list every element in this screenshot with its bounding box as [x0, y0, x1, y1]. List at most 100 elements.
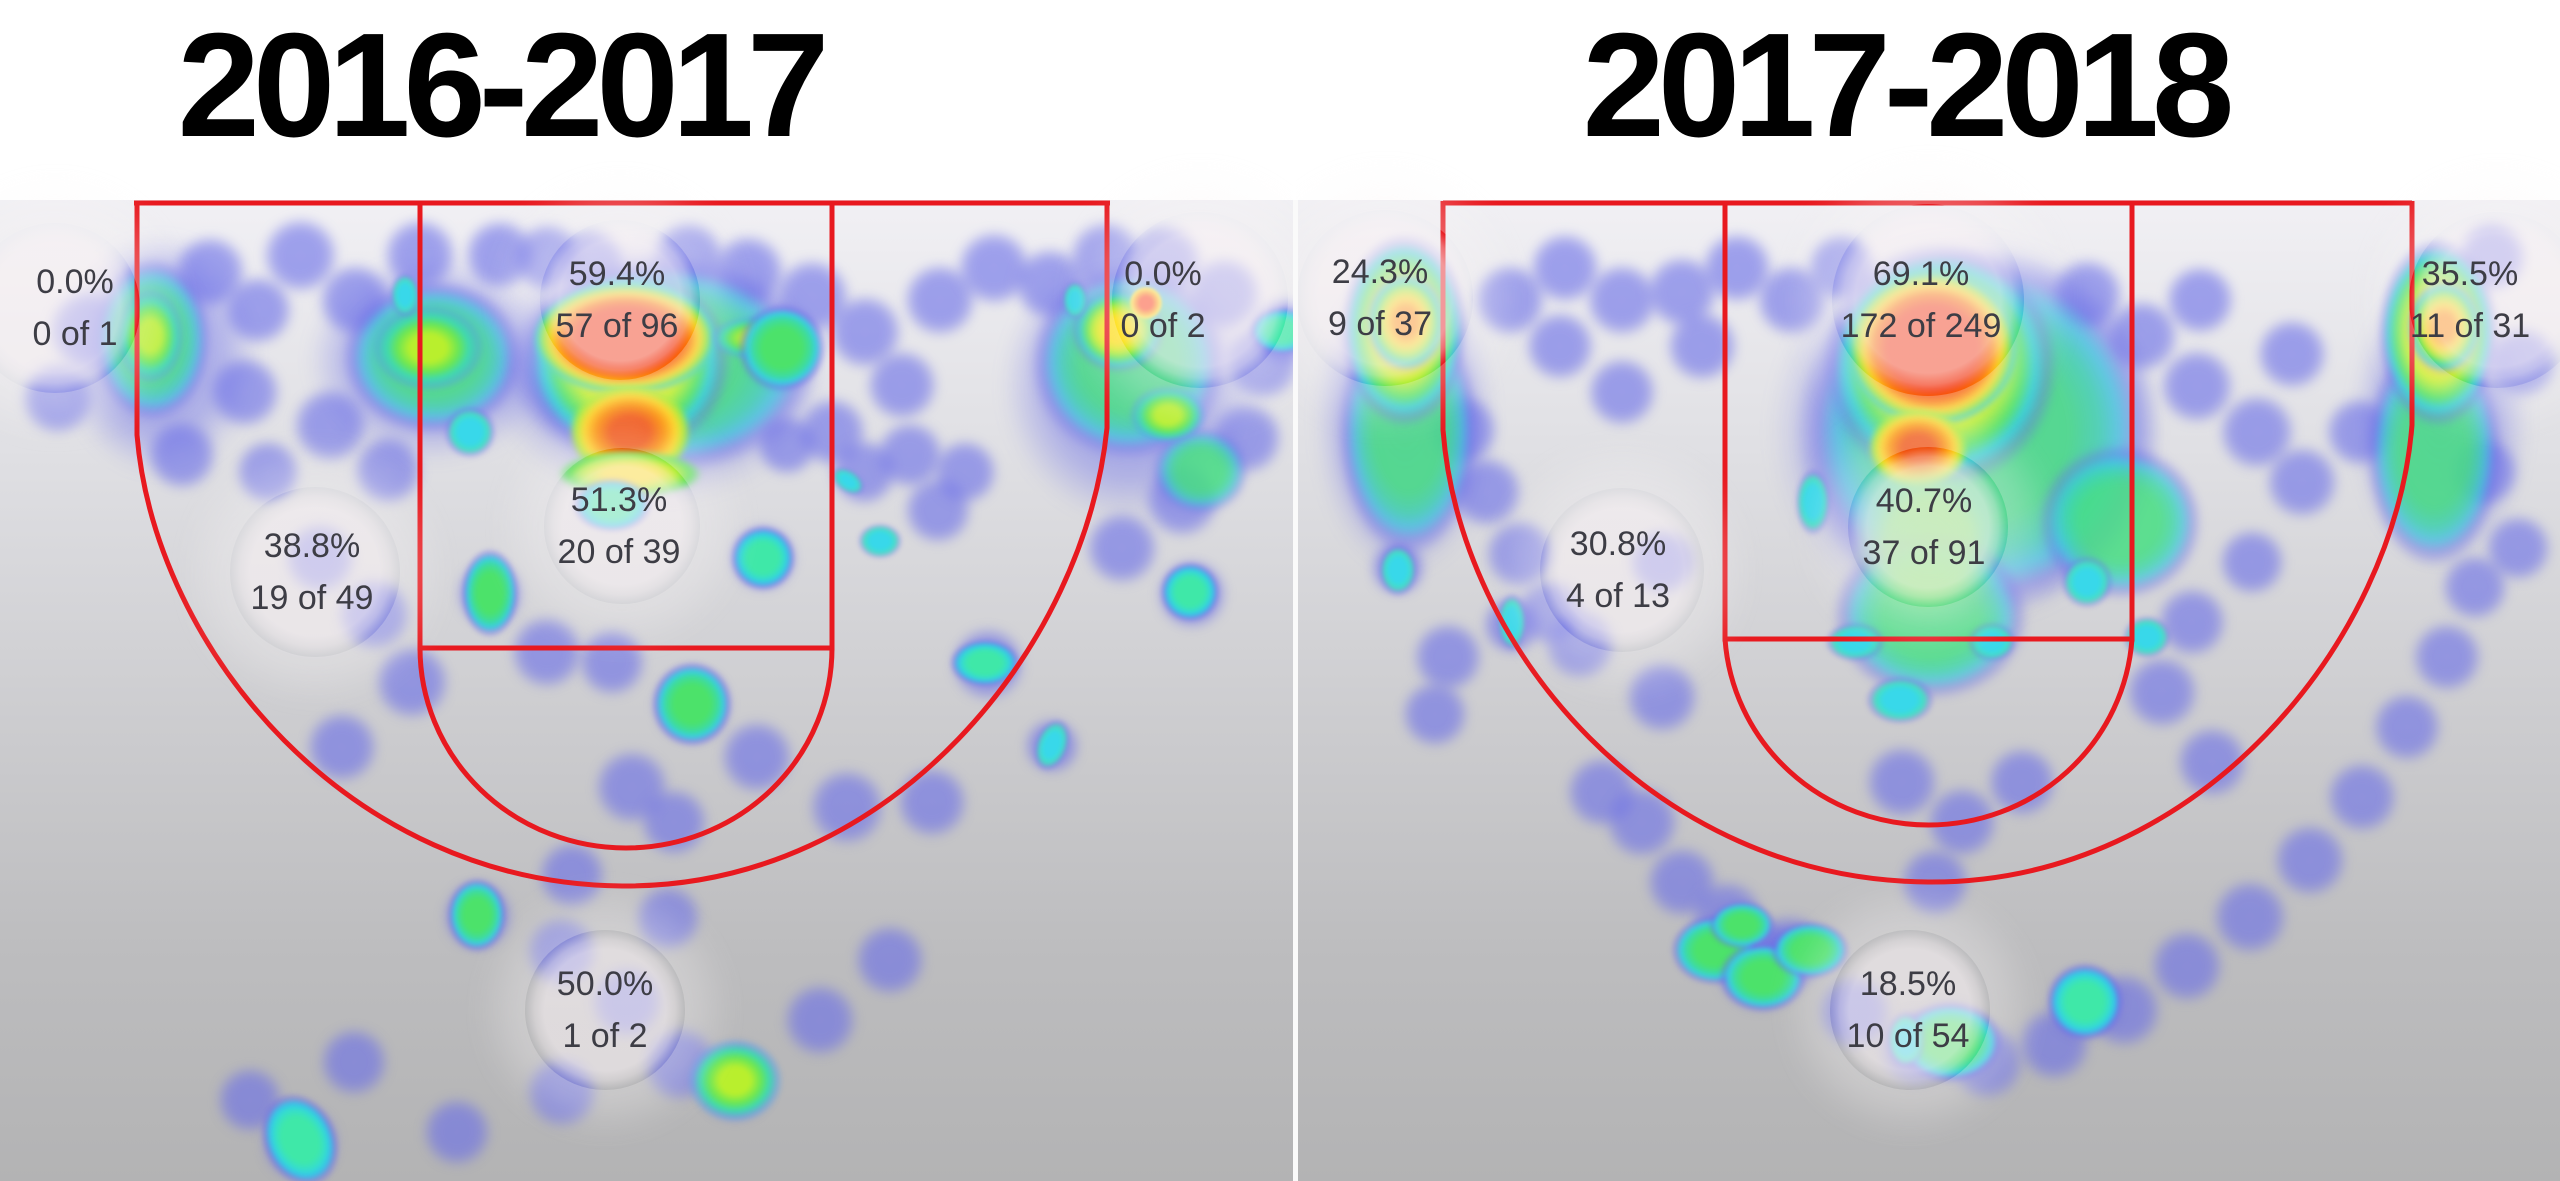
zone-stat-text: 69.1% 172 of 249: [1841, 248, 2002, 352]
stat-bubble: [525, 930, 685, 1090]
zone-pct: 40.7%: [1875, 482, 1973, 520]
season-title-right: 2017-2018: [1582, 3, 2235, 168]
zone-pct: 18.5%: [1859, 965, 1957, 1003]
zone-stat-text: 18.5% 10 of 54: [1847, 958, 1970, 1062]
heat-blob-cy: [1377, 542, 1419, 598]
heat-blob-b: [414, 1089, 500, 1175]
heat-blob-t: [726, 521, 800, 595]
zone-pct: 30.8%: [1569, 525, 1667, 563]
heat-blob-g: [458, 544, 522, 642]
stat-bubble: [1297, 210, 1473, 386]
heat-blob-b: [845, 915, 935, 1005]
stat-bubble: [1112, 212, 1288, 388]
court-area-right: 24.3% 9 of 37 69.1% 172 of 249 35.5% 11 of 31…: [1296, 200, 2560, 1181]
heat-blob-b: [2210, 520, 2294, 604]
stat-zone-layer: 0.0% 0 of 1 59.4% 57 of 96 0.0% 0 of 2 38.8% 19…: [0, 200, 1293, 1181]
stat-bubble: [1830, 930, 1990, 1090]
heat-blob-g: [647, 657, 737, 751]
zone-count: 10 of 54: [1846, 1017, 1970, 1055]
zone-count: 9 of 37: [1328, 305, 1432, 343]
heat-blob-b: [1578, 348, 1666, 436]
zone-pct: 69.1%: [1872, 255, 1970, 293]
court-lines: [1440, 200, 2415, 885]
heat-blob-cy: [1061, 279, 1089, 321]
heat-blob-gy: [681, 1032, 789, 1128]
heat-blob-b: [297, 702, 387, 792]
stat-bubble: [1832, 204, 2024, 396]
stat-zone-layer: 24.3% 9 of 37 69.1% 172 of 249 35.5% 11 of 31…: [1296, 200, 2560, 1181]
heat-blob-b: [887, 757, 977, 847]
zone-stat-text: 51.3% 20 of 39: [558, 474, 681, 578]
heat-blob-t: [945, 636, 1025, 690]
zone-count: 57 of 96: [555, 307, 679, 345]
zone-count: 11 of 31: [2409, 307, 2531, 345]
heat-blob-cy: [442, 404, 498, 460]
heat-blob-b: [774, 974, 866, 1066]
heat-blob-b: [1616, 651, 1708, 743]
heat-blob-cy: [389, 271, 421, 319]
court-lines: [134, 200, 1110, 889]
heat-blob-b: [311, 1019, 397, 1105]
heat-blob-cy: [1794, 466, 1832, 538]
heat-blob-b: [2167, 717, 2257, 807]
zone-count: 37 of 91: [1862, 534, 1986, 572]
heat-blob-t: [1156, 558, 1224, 626]
zone-stat-text: 50.0% 1 of 2: [557, 958, 653, 1062]
zone-count: 4 of 13: [1566, 577, 1670, 615]
heat-blob-cy: [856, 522, 904, 560]
heat-blob-b: [1657, 301, 1747, 391]
heat-blob-b: [365, 635, 459, 729]
stat-bubble: [2409, 212, 2560, 388]
zone-count: 172 of 249: [1840, 307, 2002, 345]
zone-count: 0 of 1: [32, 315, 118, 353]
zone-stat-text: 35.5% 11 of 31: [2410, 248, 2530, 352]
zone-stat-text: 59.4% 57 of 96: [556, 248, 679, 352]
heat-blob-g: [1705, 898, 1779, 952]
stat-bubble: [540, 220, 700, 380]
heat-blob-b: [214, 266, 302, 354]
zone-pct: 0.0%: [1124, 255, 1202, 293]
heat-blob-cy: [2059, 554, 2115, 610]
zone-count: 20 of 39: [557, 533, 681, 571]
zone-stat-text: 24.3% 9 of 37: [1328, 246, 1432, 350]
heat-blob-cy: [1823, 621, 1887, 663]
zone-count: 1 of 2: [562, 1017, 648, 1055]
heat-blob-gy: [364, 299, 492, 397]
heat-blob-cy: [1966, 621, 2018, 663]
stat-bubble: [230, 487, 400, 657]
stat-bubble: [544, 448, 700, 604]
heat-blob-cy: [1863, 674, 1937, 726]
heatmap-panel-2017-2018: 2017-2018 24.3% 9 of 37 69.1% 172 of 249 35.…: [1296, 0, 2560, 1181]
heat-blob-t: [2041, 958, 2129, 1046]
zone-count: 0 of 2: [1120, 307, 1206, 345]
heat-blob-g: [444, 874, 510, 956]
heat-blob-b: [1393, 672, 1477, 756]
season-title-left: 2016-2017: [177, 3, 830, 168]
zone-stat-text: 0.0% 0 of 1: [32, 256, 117, 360]
heat-blob-gy: [1124, 382, 1212, 448]
zone-pct: 24.3%: [1331, 253, 1429, 291]
zone-pct: 51.3%: [570, 481, 668, 519]
heat-blob-g: [733, 299, 831, 397]
zone-stat-text: 30.8% 4 of 13: [1566, 518, 1670, 622]
heat-blob-b: [2247, 309, 2337, 399]
heat-blob-b: [924, 431, 1006, 513]
zone-pct: 35.5%: [2421, 255, 2519, 293]
stat-bubble: [1540, 488, 1704, 652]
zone-pct: 0.0%: [36, 263, 114, 301]
zone-stat-text: 0.0% 0 of 2: [1120, 248, 1205, 352]
zone-pct: 50.0%: [556, 965, 654, 1003]
zone-pct: 59.4%: [568, 255, 666, 293]
zone-stat-text: 38.8% 19 of 49: [251, 520, 374, 624]
heatmap-panel-2016-2017: 2016-2017 0.0% 0 of 1 59.4% 57 of 96 0.0% 0 o…: [0, 3, 1293, 1181]
panel-divider: [1293, 200, 1298, 1181]
court-area-left: 0.0% 0 of 1 59.4% 57 of 96 0.0% 0 of 2 38.8% 19…: [0, 200, 1293, 1181]
zone-count: 19 of 49: [250, 579, 374, 617]
zone-stat-text: 40.7% 37 of 91: [1863, 475, 1986, 579]
heat-blob-b: [631, 779, 717, 865]
stat-bubble: [1848, 447, 2008, 607]
heat-blob-b: [569, 619, 655, 705]
zone-pct: 38.8%: [263, 527, 361, 565]
stat-bubble: [0, 223, 140, 393]
